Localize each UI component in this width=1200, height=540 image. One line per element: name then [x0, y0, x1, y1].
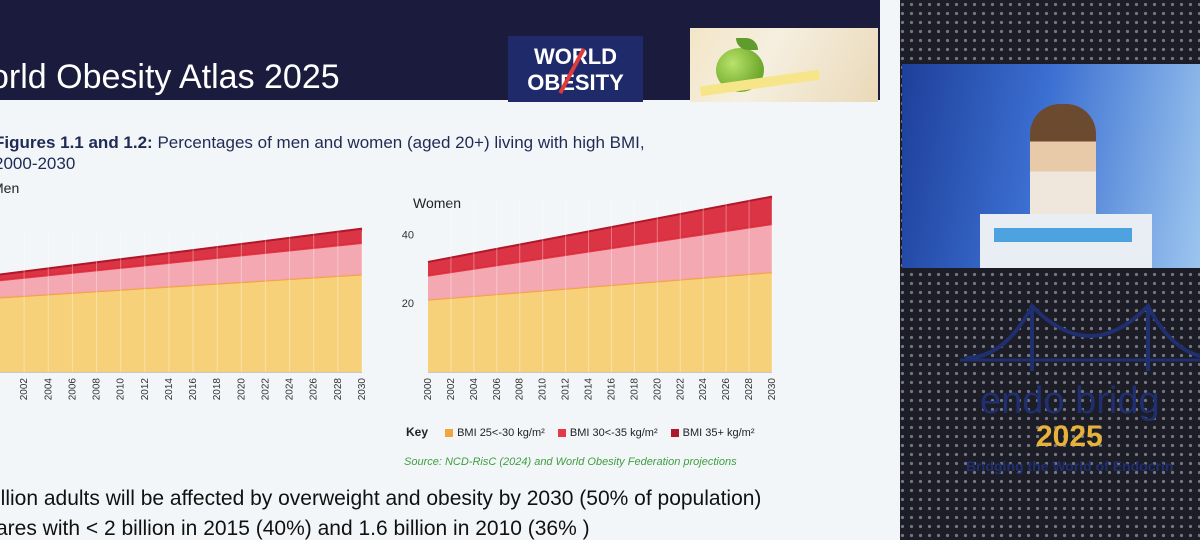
- men-xtick-2002: 2002: [19, 378, 30, 401]
- men-xtick-2026: 2026: [309, 378, 320, 401]
- men-area-3: [0, 228, 362, 281]
- conference-tagline: Bridging the World of Endocrin: [966, 458, 1174, 474]
- women-xtick-2018: 2018: [629, 378, 640, 401]
- men-xtick-2008: 2008: [92, 378, 103, 401]
- leaf-icon: [736, 38, 758, 50]
- men-area-1: [0, 274, 362, 372]
- conference-name: endo bridg: [980, 380, 1160, 422]
- slide-footer: illion adults will be affected by overwe…: [0, 484, 761, 540]
- women-area-1: [428, 272, 772, 372]
- figure-caption: Figures 1.1 and 1.2: Percentages of men …: [0, 132, 645, 174]
- bridge-logo-icon: [960, 302, 1200, 371]
- chart-key: Key BMI 25<-30 kg/m² BMI 30<-35 kg/m² BM…: [406, 425, 765, 439]
- key-item-bmi35: BMI 35+ kg/m²: [670, 427, 755, 439]
- figure-caption-text: Percentages of men and women (aged 20+) …: [157, 133, 645, 152]
- women-xtick-2030: 2030: [767, 378, 778, 401]
- women-xtick-2028: 2028: [744, 378, 755, 401]
- women-xtick-2024: 2024: [698, 378, 709, 401]
- source-note: Source: NCD-RisC (2024) and World Obesit…: [404, 456, 737, 468]
- men-area-2: [0, 243, 362, 298]
- women-xtick-2016: 2016: [606, 378, 617, 401]
- men-xtick-2018: 2018: [212, 378, 223, 401]
- men-xtick-2004: 2004: [43, 378, 54, 401]
- slide-header: orld Obesity Atlas 2025 WORLD OBESITY: [0, 0, 880, 102]
- figure-caption-bold: Figures 1.1 and 1.2:: [0, 133, 153, 152]
- men-line-3: [0, 227, 363, 276]
- women-ytick-0: 20: [402, 298, 414, 310]
- slide-title: orld Obesity Atlas 2025: [0, 58, 340, 96]
- women-xtick-2006: 2006: [492, 378, 503, 401]
- women-chart-title: Women: [413, 195, 461, 211]
- key-label: Key: [406, 425, 429, 439]
- footer-line1: illion adults will be affected by overwe…: [0, 487, 762, 510]
- men-xtick-2030: 2030: [357, 378, 368, 401]
- men-xtick-2022: 2022: [260, 378, 271, 401]
- conference-year: 2025: [1036, 420, 1103, 453]
- men-xtick-2020: 2020: [236, 378, 247, 401]
- men-xtick-2028: 2028: [333, 378, 344, 401]
- logo-line2: OBESITY: [527, 70, 624, 95]
- women-xtick-2004: 2004: [469, 378, 480, 401]
- men-xtick-2016: 2016: [188, 378, 199, 401]
- slide: orld Obesity Atlas 2025 WORLD OBESITY Fi…: [0, 0, 900, 540]
- men-xtick-2006: 2006: [67, 378, 78, 401]
- key-item-bmi35-label: BMI 35+ kg/m²: [682, 427, 755, 439]
- women-xtick-2026: 2026: [721, 378, 732, 401]
- women-xtick-2014: 2014: [584, 378, 595, 401]
- women-area-3: [428, 196, 772, 276]
- key-item-bmi30: BMI 30<-35 kg/m²: [557, 427, 658, 439]
- charts-svg: 0200220042006200820102012201420162018202…: [0, 195, 778, 401]
- men-chart-title: Men: [0, 180, 20, 196]
- apple-photo: [690, 28, 878, 102]
- men-xtick-2012: 2012: [140, 378, 151, 401]
- men-xtick-2024: 2024: [285, 378, 296, 401]
- footer-line2: ares with < 2 billion in 2015 (40%) and …: [0, 517, 590, 540]
- speaker-camera-feed: [902, 64, 1200, 268]
- figure-caption-years: 2000-2030: [0, 154, 76, 173]
- women-line-3: [427, 195, 773, 263]
- men-xtick-2014: 2014: [164, 378, 175, 401]
- world-obesity-logo: WORLD OBESITY: [508, 36, 643, 102]
- women-xtick-2012: 2012: [561, 378, 572, 401]
- women-xtick-2010: 2010: [538, 378, 549, 401]
- key-item-bmi25: BMI 25<-30 kg/m²: [445, 427, 545, 439]
- key-item-bmi30-label: BMI 30<-35 kg/m²: [569, 427, 658, 439]
- men-xtick-2010: 2010: [116, 378, 127, 401]
- women-xtick-2020: 2020: [652, 378, 663, 401]
- women-area-2: [428, 224, 772, 300]
- women-xtick-2000: 2000: [423, 378, 434, 401]
- women-xtick-2022: 2022: [675, 378, 686, 401]
- women-xtick-2008: 2008: [515, 378, 526, 401]
- women-xtick-2002: 2002: [446, 378, 457, 401]
- key-item-bmi25-label: BMI 25<-30 kg/m²: [457, 427, 545, 439]
- women-ytick-1: 40: [402, 229, 414, 241]
- podium-screen: [994, 228, 1132, 242]
